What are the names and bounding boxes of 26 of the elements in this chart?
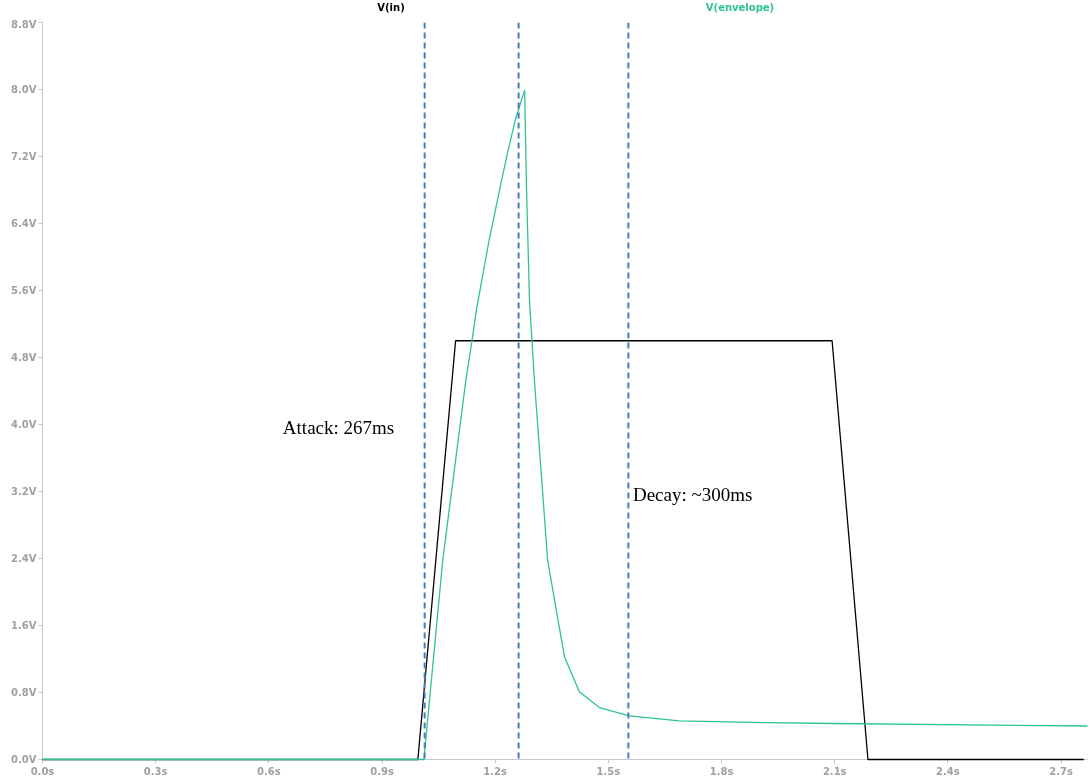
y-tick-label: 0.8V [11, 687, 37, 698]
x-tick-label: 0.6s [257, 765, 281, 777]
x-tick-label: 0.0s [30, 765, 55, 777]
text: V(envelope) [705, 2, 775, 13]
y-tick-label: 3.2V [11, 486, 37, 497]
text: V(in) [377, 2, 405, 13]
y-tick-label: 0.0V [11, 754, 37, 765]
annotation: Attack: 267ms [282, 417, 395, 439]
y-tick-label: 8.8V [11, 18, 37, 30]
x-tick-label: 2.7s [1049, 765, 1073, 777]
y-tick-label: 4.8V [11, 352, 37, 363]
x-tick-label: 0.9s [370, 765, 394, 777]
y-tick-label: 7.2V [11, 151, 37, 162]
y-tick-label: 6.4V [11, 218, 37, 229]
annotation: Decay: ~300ms [632, 483, 753, 505]
x-tick-label: 1.5s [596, 765, 621, 777]
x-tick-label: 1.8s [709, 765, 734, 777]
x-tick-label: 0.3s [143, 765, 168, 777]
x-tick-label: 1.2s [483, 765, 508, 777]
y-tick-label: 1.6V [11, 620, 37, 631]
y-tick-label: 4.0V [11, 419, 37, 430]
y-tick-label: 8.0V [11, 84, 37, 95]
x-tick-label: 2.1s [822, 765, 847, 777]
y-tick-label: 5.6V [11, 285, 37, 296]
y-tick-label: 2.4V [11, 553, 37, 564]
x-tick-label: 2.4s [936, 765, 960, 777]
